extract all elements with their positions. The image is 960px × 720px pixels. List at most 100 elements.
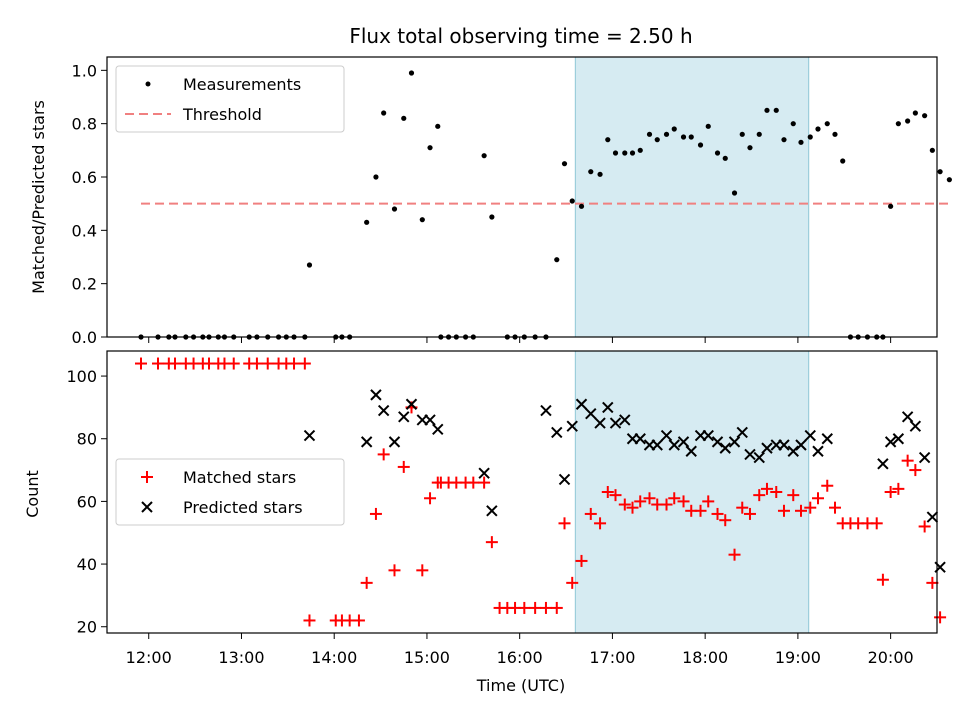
measurement-point (773, 107, 779, 113)
measurement-point (654, 137, 660, 143)
bottom-legend: Matched stars Predicted stars (115, 458, 345, 526)
measurement-point (364, 219, 370, 225)
matched-star-point (728, 548, 741, 561)
matched-star-point (298, 357, 311, 370)
y-tick-label: 20 (77, 618, 97, 637)
measurement-points (138, 70, 952, 340)
x-tick-label: 17:00 (589, 648, 635, 667)
matched-star-point (918, 520, 931, 533)
measurement-point (764, 107, 770, 113)
measurement-point (612, 150, 619, 156)
legend-label-measurements: Measurements (183, 75, 301, 94)
measurement-point (905, 118, 911, 124)
measurement-point (807, 134, 813, 140)
measurement-point (731, 190, 738, 196)
top-x-ticks (148, 337, 892, 343)
matched-star-point (909, 464, 922, 477)
matched-star-point (787, 489, 800, 502)
matched-star-point (821, 479, 834, 492)
x-tick-label: 20:00 (868, 648, 914, 667)
x-tick-label: 13:00 (218, 648, 264, 667)
matched-star-point (811, 492, 824, 505)
matched-star-point (566, 576, 579, 589)
predicted-star-point (918, 451, 931, 464)
measurement-point (622, 150, 628, 156)
measurement-point (306, 262, 313, 268)
legend-marker-matched (141, 471, 153, 483)
matched-star-point (743, 507, 756, 520)
matched-star-point (702, 495, 715, 508)
matched-star-point (227, 357, 240, 370)
measurement-point (391, 206, 398, 212)
matched-star-point (601, 486, 614, 498)
bottom-y-axis: 20 40 60 80 100 (66, 367, 107, 637)
matched-star-point (377, 448, 390, 461)
predicted-star-point (388, 436, 401, 448)
measurement-point (840, 158, 846, 164)
y-tick-label: 100 (66, 367, 97, 386)
matched-star-point (618, 498, 631, 511)
x-tick-label: 14:00 (311, 648, 357, 667)
measurement-point (663, 131, 670, 137)
predicted-star-point (909, 420, 922, 432)
matched-star-point (926, 576, 939, 589)
y-tick-label: 0.2 (72, 275, 97, 294)
y-tick-label: 60 (77, 492, 97, 511)
matched-star-point (794, 504, 807, 517)
measurement-point (929, 147, 935, 153)
predicted-star-point (651, 439, 663, 451)
measurement-point (912, 110, 918, 116)
matched-star-point (352, 614, 365, 627)
measurement-point (629, 150, 636, 156)
predicted-star-point (821, 433, 833, 445)
predicted-star-point (424, 414, 436, 426)
predicted-star-point (405, 398, 418, 410)
measurement-point (798, 139, 804, 145)
predicted-star-point (736, 426, 748, 439)
predicted-star-point (719, 442, 731, 454)
matched-star-point (594, 517, 607, 530)
predicted-star-point (566, 420, 578, 432)
measurement-point (605, 137, 611, 143)
matched-star-point (660, 498, 673, 511)
measurement-point (824, 121, 830, 127)
matched-star-points (135, 357, 947, 627)
bottom-axes-frame (106, 350, 938, 634)
matched-star-point (518, 601, 531, 614)
matched-star-point (539, 601, 552, 614)
measurement-point (489, 214, 495, 220)
highlight-span (574, 350, 810, 634)
highlight-span (574, 56, 810, 338)
matched-star-point (261, 357, 274, 370)
predicted-star-point (558, 473, 571, 486)
predicted-star-point (702, 429, 714, 442)
predicted-star-point (685, 445, 697, 457)
predicted-star-point (877, 458, 889, 470)
measurement-point (578, 203, 585, 209)
legend-marker-predicted (141, 501, 153, 513)
bottom-panel: 20 40 60 80 100 12:00 13:00 14:00 15:00 16:00 17:… (23, 350, 947, 695)
predicted-star-point (711, 436, 724, 448)
matched-star-point (711, 507, 724, 520)
legend-frame (115, 65, 345, 133)
measurement-point (888, 203, 894, 209)
predicted-star-point (303, 429, 316, 442)
predicted-star-point (668, 439, 680, 451)
predicted-star-point (892, 433, 905, 445)
measurement-point (554, 257, 560, 263)
x-tick-label: 15:00 (404, 648, 450, 667)
top-y-axis-label: Matched/Predicted stars (29, 100, 48, 294)
predicted-star-point (478, 467, 490, 479)
predicted-star-point (634, 433, 646, 445)
matched-star-point (250, 357, 263, 370)
matched-star-point (884, 486, 897, 498)
measurement-point (705, 123, 711, 129)
predicted-star-point (677, 436, 690, 448)
legend-marker-measurements (145, 81, 151, 87)
matched-star-point (416, 564, 429, 577)
matched-star-point (424, 492, 437, 505)
matched-star-point (467, 476, 480, 489)
measurement-point (597, 171, 603, 177)
matched-star-point (719, 514, 732, 527)
predicted-star-point (901, 411, 914, 423)
